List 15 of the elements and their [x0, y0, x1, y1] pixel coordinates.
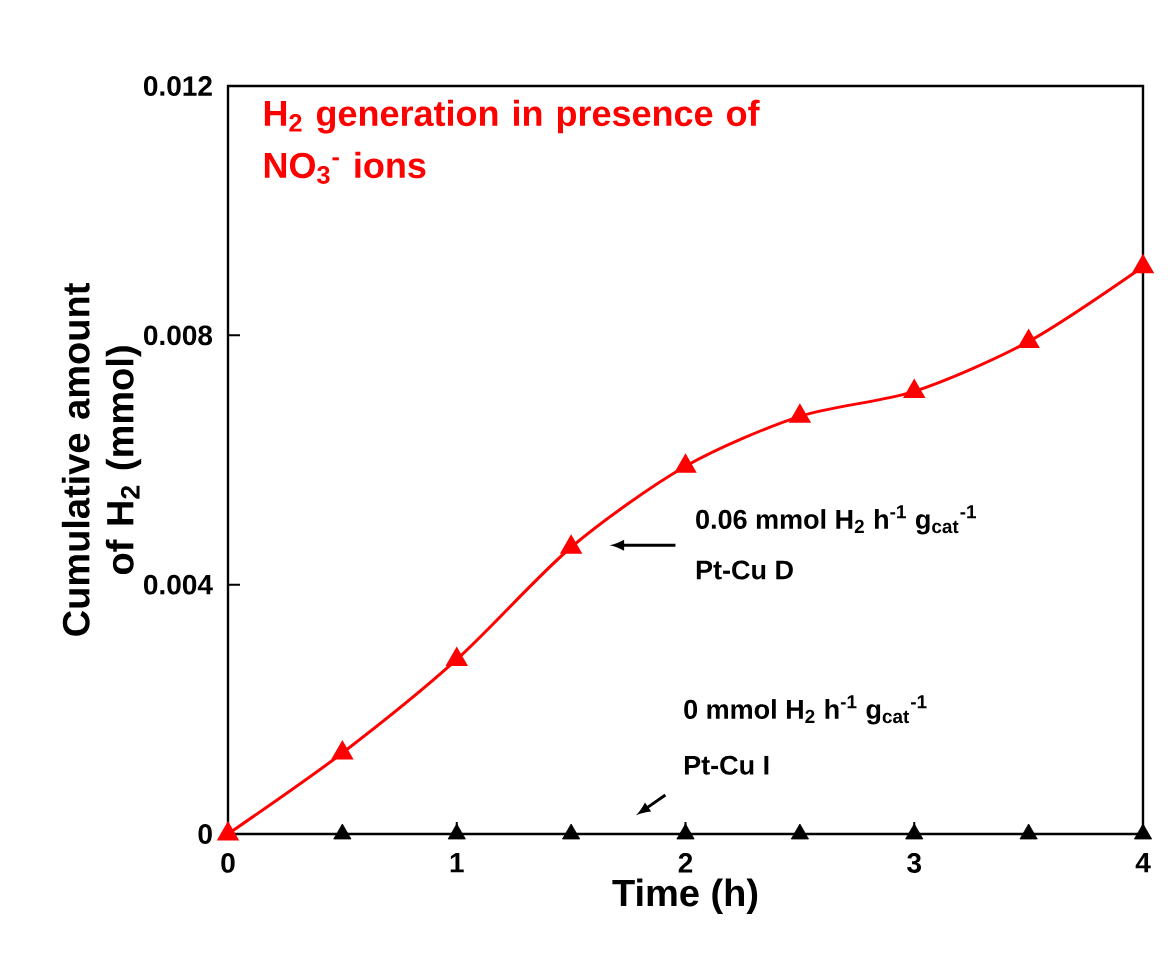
y-tick-label: 0.008 — [143, 325, 213, 346]
x-tick-label: 2 — [678, 853, 693, 873]
annotation: 0 mmol H$_{2}$ h$^{-1}$ g$_{cat}$-1 — [684, 695, 927, 725]
x-tick-label: 0 — [221, 853, 235, 873]
text: H$_{2}$ generation in presence of NO$_{3}$$^{-}$ ions — [264, 99, 760, 184]
x-tick-label: 4 — [1135, 853, 1151, 873]
annotation: Pt-Cu I — [684, 755, 769, 775]
y-tick-label: 0.004 — [143, 574, 213, 595]
annotation: Pt-Cu D — [696, 560, 793, 580]
x-tick-label: 1 — [450, 853, 464, 873]
y-tick-label: 0 — [198, 824, 212, 844]
y-tick-label: 0.012 — [143, 76, 212, 96]
annotation: 0.06 mmol H$_{2}$ h$^{-1}$ g$_{cat}$-1 — [696, 505, 977, 535]
x-tick-label: 3 — [907, 853, 922, 873]
x-axis-title: Time (h) — [612, 878, 758, 914]
